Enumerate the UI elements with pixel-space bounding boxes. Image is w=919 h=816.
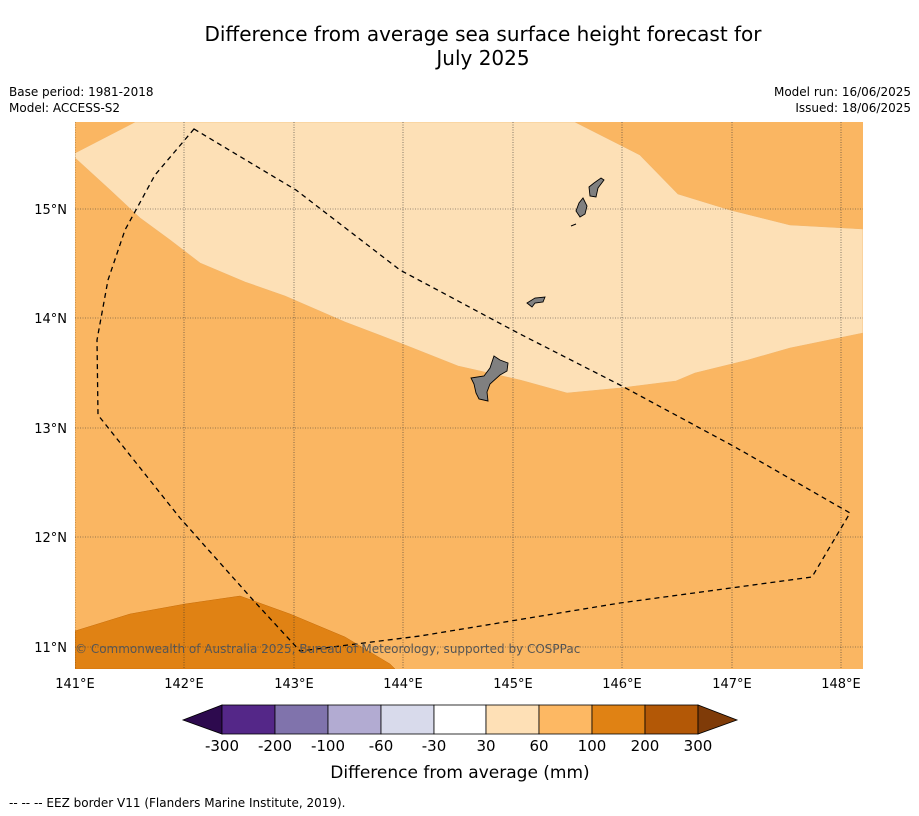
- title-line-2: July 2025: [436, 46, 530, 70]
- lat-label: 13°N: [34, 422, 67, 437]
- saipan-island: [588, 177, 605, 198]
- colorbar-tick: -60: [369, 737, 394, 755]
- chart-title: Difference from average sea surface heig…: [0, 22, 919, 70]
- lat-label: 12°N: [34, 531, 67, 546]
- colorbar-tick: 60: [529, 737, 548, 755]
- colorbar-segment: [221, 704, 276, 735]
- anomaly-band-30-60: [75, 122, 863, 394]
- colorbar-tick: 30: [476, 737, 495, 755]
- colorbar-tick: 300: [684, 737, 713, 755]
- title-line-1: Difference from average sea surface heig…: [204, 22, 762, 46]
- colorbar: [181, 704, 739, 735]
- latitude-labels: 15°N 14°N 13°N 12°N 11°N: [34, 203, 67, 656]
- colorbar-tick: -100: [311, 737, 345, 755]
- colorbar-label: Difference from average (mm): [330, 763, 589, 783]
- meta-left: Base period: 1981-2018 Model: ACCESS-S2: [9, 84, 154, 116]
- map-area: © Commonwealth of Australia 2025, Bureau…: [75, 122, 863, 669]
- lat-label: 15°N: [34, 203, 67, 218]
- colorbar-segment: [433, 704, 487, 735]
- colorbar-segment: [380, 704, 435, 735]
- lon-label: 147°E: [712, 677, 752, 692]
- rota-island: [526, 296, 546, 308]
- anomaly-patch-top-left: [75, 122, 135, 153]
- colorbar-ticks: -300 -200 -100 -60 -30 30 60 100 200 300: [205, 737, 712, 755]
- lon-label: 145°E: [493, 677, 533, 692]
- lon-label: 144°E: [383, 677, 423, 692]
- lon-label: 141°E: [55, 677, 95, 692]
- footnote: -- -- -- EEZ border V11 (Flanders Marine…: [9, 796, 346, 810]
- lon-label: 142°E: [164, 677, 204, 692]
- anomaly-band-100-200: [75, 595, 396, 669]
- colorbar-tick: 100: [578, 737, 607, 755]
- colorbar-segment: [591, 704, 646, 735]
- lon-label: 148°E: [821, 677, 861, 692]
- colorbar-extend-low: [181, 704, 223, 735]
- lon-label: 143°E: [274, 677, 314, 692]
- model-run-text: Model run: 16/06/2025: [773, 85, 911, 99]
- lon-label: 146°E: [602, 677, 642, 692]
- lat-label: 11°N: [34, 641, 67, 656]
- longitude-labels: 141°E 142°E 143°E 144°E 145°E 146°E 147°…: [55, 677, 861, 692]
- model-text: Model: ACCESS-S2: [9, 101, 121, 115]
- colorbar-tick: -30: [422, 737, 447, 755]
- colorbar-tick: -300: [205, 737, 239, 755]
- graticule: [75, 122, 863, 669]
- colorbar-extend-high: [697, 704, 739, 735]
- copyright-text: © Commonwealth of Australia 2025, Bureau…: [75, 642, 580, 656]
- colorbar-segment: [538, 704, 593, 735]
- guam-island: [470, 355, 509, 402]
- issued-text: Issued: 18/06/2025: [795, 101, 911, 115]
- aguijan-islet: [570, 223, 577, 227]
- colorbar-segment: [485, 704, 540, 735]
- base-period-text: Base period: 1981-2018: [9, 85, 154, 99]
- eez-border: [96, 128, 851, 652]
- lat-label: 14°N: [34, 312, 67, 327]
- colorbar-tick: 200: [631, 737, 660, 755]
- colorbar-segment: [644, 704, 699, 735]
- colorbar-tick: -200: [258, 737, 292, 755]
- meta-right: Model run: 16/06/2025 Issued: 18/06/2025: [774, 84, 911, 116]
- colorbar-segment: [327, 704, 382, 735]
- colorbar-segment: [274, 704, 329, 735]
- tinian-island: [575, 197, 588, 218]
